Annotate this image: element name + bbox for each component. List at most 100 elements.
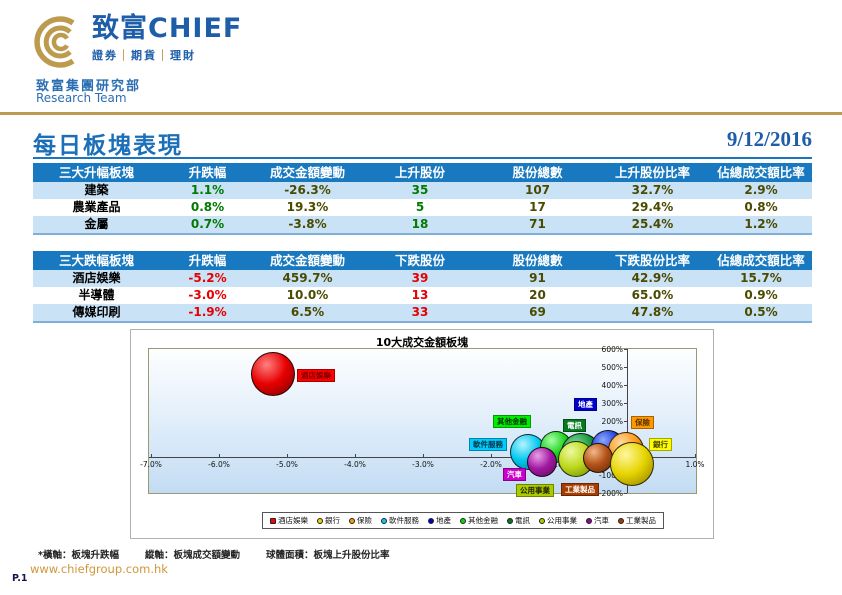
table-row: 半導體 -3.0% 10.0% 13 20 65.0% 0.9% [33,287,812,304]
sector-name: 酒店娛樂 [72,271,121,285]
sector-name: 建築 [84,183,109,197]
bubble-銀行 [610,442,655,487]
brand-name: 致富CHIEF [92,13,243,44]
legend-marker-icon [460,517,466,524]
down-stocks: 33 [411,305,429,319]
sector-name: 農業產品 [72,200,121,214]
chart-footnote: *橫軸：板塊升跌幅 縱軸：板塊成交額變動 球體面積：板塊上升股份比率 [38,547,416,561]
y-tick-mark [624,385,627,386]
down-ratio: 65.0% [631,288,674,302]
bubble-汽車 [527,446,557,477]
turnover-share: 0.9% [744,288,778,302]
y-tick-label: 600% [601,345,623,354]
y-tick-mark [624,403,627,404]
brand-logo: 致富CHIEF 證券｜期貨｜理財 [34,14,242,74]
legend-item-地產: 地產 [428,515,451,526]
page-title: 每日板塊表現 [33,133,183,159]
legend-marker-icon [349,517,355,524]
column-header: 佔總成交額比率 [717,165,805,180]
legend-label: 保險 [357,516,372,525]
total-stocks: 91 [529,271,546,285]
change-pct: 0.7% [190,217,225,231]
legend-marker-icon [586,517,592,524]
x-tick-mark [491,454,492,457]
bubble-chart: 10大成交金額板塊 600%500%400%300%200%100%0%-100… [130,329,714,539]
y-tick-label: -100% [598,471,623,480]
x-tick-label: -4.0% [344,460,366,469]
footnote-y-axis: 縱軸：板塊成交額變動 [144,550,240,561]
y-tick-mark [624,421,627,422]
legend-label: 酒店娛樂 [278,516,308,525]
turnover-share: 2.9% [744,183,778,197]
change-pct: -3.0% [188,288,227,302]
up-ratio: 32.7% [631,183,674,197]
column-header: 成交金額變動 [269,165,345,180]
legend-label: 工業製品 [626,516,656,525]
bubble-label-公用事業: 公用事業 [516,484,554,497]
chart-legend: 酒店娛樂 銀行 保險 軟件服務 地產 其他金融 電訊 公用事業 汽車 工業製品 [262,512,664,529]
y-tick-mark [624,367,627,368]
turnover-change: 459.7% [282,271,333,285]
losers-table: 三大跌幅板塊 升跌幅 成交金額變動 下跌股份 股份總數 下跌股份比率 佔總成交額… [33,251,812,323]
bubble-label-銀行: 銀行 [649,438,672,451]
title-divider [33,157,812,159]
legend-label: 銀行 [325,516,340,525]
column-header: 佔總成交額比率 [717,253,805,268]
x-tick-mark [423,454,424,457]
column-header: 下跌股份比率 [614,253,690,268]
chief-shell-logo-icon [34,14,86,74]
table-row: 建築 1.1% -26.3% 35 107 32.7% 2.9% [33,182,812,199]
bubble-label-工業製品: 工業製品 [561,483,599,496]
bubble-plot: 600%500%400%300%200%100%0%-100%-200%-7.0… [140,345,704,498]
x-tick-mark [219,454,220,457]
x-tick-mark [151,454,152,457]
column-header: 三大跌幅板塊 [58,253,134,268]
up-stocks: 18 [411,217,429,231]
turnover-share: 1.2% [744,217,778,231]
up-stocks: 5 [415,200,425,214]
footnote-bubble-size: 球體面積：板塊上升股份比率 [265,550,390,561]
brand-tagline: 證券｜期貨｜理財 [92,49,196,62]
column-header: 升跌幅 [188,165,227,180]
report-date: 9/12/2016 [726,127,812,151]
bubble-label-電訊: 電訊 [563,419,586,432]
website-link[interactable]: www.chiefgroup.com.hk [30,562,168,576]
legend-marker-icon [381,517,387,524]
legend-label: 汽車 [594,516,609,525]
x-axis-line [149,457,696,458]
down-ratio: 42.9% [631,271,674,285]
x-tick-label: 1.0% [685,460,705,469]
y-tick-mark [624,493,627,494]
y-tick-label: 500% [601,363,623,372]
column-header: 股份總數 [512,165,563,180]
y-tick-label: 400% [601,381,623,390]
change-pct: -1.9% [188,305,227,319]
legend-item-公用事業: 公用事業 [539,515,577,526]
down-stocks: 39 [411,271,429,285]
legend-label: 地產 [436,516,451,525]
legend-label: 公用事業 [547,516,577,525]
column-header: 成交金額變動 [269,253,345,268]
gainers-table: 三大升幅板塊 升跌幅 成交金額變動 上升股份 股份總數 上升股份比率 佔總成交額… [33,163,812,235]
total-stocks: 17 [529,200,546,214]
column-header: 三大升幅板塊 [58,165,134,180]
column-header: 升跌幅 [188,253,227,268]
y-axis-line [627,349,628,493]
losers-table-header: 三大跌幅板塊 升跌幅 成交金額變動 下跌股份 股份總數 下跌股份比率 佔總成交額… [33,251,812,270]
column-header: 上升股份 [394,165,445,180]
legend-item-汽車: 汽車 [586,515,609,526]
legend-marker-icon [317,517,323,524]
bubble-label-汽車: 汽車 [503,468,526,481]
department-name-zh: 致富集團研究部 [36,79,142,94]
brand-logo-text: 致富CHIEF 證券｜期貨｜理財 [92,14,242,63]
gold-divider [0,112,842,115]
y-tick-label: 200% [601,417,623,426]
turnover-change: 19.3% [286,200,329,214]
legend-marker-icon [618,517,624,524]
turnover-change: 10.0% [286,288,329,302]
sector-name: 金屬 [84,217,109,231]
legend-item-工業製品: 工業製品 [618,515,656,526]
turnover-change: -3.8% [288,217,327,231]
sector-name: 傳媒印刷 [72,305,121,319]
legend-item-保險: 保險 [349,515,372,526]
